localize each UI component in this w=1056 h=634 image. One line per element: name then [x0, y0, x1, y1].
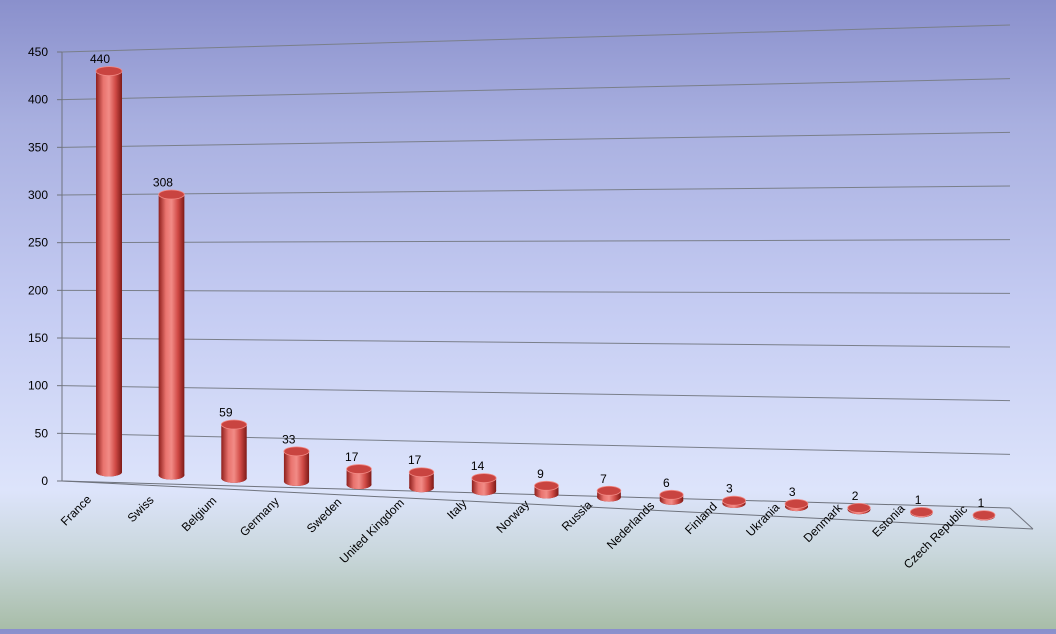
bar-belgium	[220, 419, 248, 483]
x-tick-label: Belgium	[179, 494, 220, 535]
bar-germany	[283, 446, 310, 486]
y-tick-label: 250	[28, 236, 48, 250]
bars	[95, 66, 996, 521]
y-tick-label: 400	[28, 93, 48, 107]
data-label: 1	[915, 493, 922, 507]
data-label: 1	[978, 496, 985, 510]
bar-sweden	[346, 464, 372, 490]
x-tick-label: Finland	[682, 499, 720, 537]
bar-italy	[471, 473, 497, 496]
gridline	[61, 185, 1011, 196]
data-label: 14	[471, 459, 485, 473]
data-label: 2	[852, 489, 859, 503]
y-tick-label: 150	[28, 331, 48, 345]
bar-top	[158, 189, 185, 200]
bar-top	[471, 473, 497, 484]
bar-norway	[534, 480, 559, 499]
floor-front-edge	[61, 480, 1034, 530]
data-label: 7	[600, 472, 607, 486]
bar-top	[408, 467, 435, 478]
bar-base-front	[283, 476, 310, 486]
x-tick-label: United Kingdom	[337, 496, 407, 566]
bar-base-front	[96, 467, 122, 477]
bar-top	[95, 66, 123, 77]
bar-finland	[722, 495, 746, 508]
bar-top	[784, 498, 809, 509]
data-label: 3	[789, 485, 796, 499]
bar-nederlands	[659, 489, 684, 505]
bar-base-front	[471, 486, 497, 496]
gridline	[61, 432, 1011, 455]
bar-top	[909, 507, 934, 517]
y-tick-label: 50	[35, 426, 49, 440]
y-tick-label: 100	[28, 379, 48, 393]
x-tick-label: Nederlands	[604, 499, 657, 552]
bar-top	[847, 502, 871, 513]
bar-top	[346, 464, 372, 474]
gridline	[61, 239, 1011, 244]
data-label: 17	[345, 450, 359, 464]
x-tick-label: Swiss	[125, 493, 157, 525]
x-tick-label: Sweden	[304, 495, 345, 536]
data-label: 33	[282, 432, 296, 446]
gridline	[61, 385, 1011, 402]
bar-france	[95, 66, 123, 477]
gridline	[61, 289, 1011, 294]
y-tick-label: 200	[28, 283, 48, 297]
bar-estonia	[909, 507, 934, 518]
data-label: 3	[726, 482, 733, 496]
bar-top	[972, 510, 996, 520]
bar-top	[596, 485, 622, 496]
data-label: 9	[537, 467, 544, 481]
bar-body	[158, 194, 185, 476]
bar-top	[722, 495, 746, 506]
bar-czech-republic	[972, 510, 996, 521]
gridlines	[61, 24, 1011, 455]
bar-base-front	[221, 473, 247, 483]
data-label: 440	[90, 52, 110, 66]
data-label: 59	[219, 406, 233, 420]
bar-top	[220, 419, 248, 430]
x-tick-label: France	[58, 492, 95, 529]
bar-top	[659, 489, 684, 500]
x-tick-label: Ukrania	[743, 500, 782, 539]
bar-top	[283, 446, 310, 457]
data-label: 6	[663, 476, 670, 490]
data-label: 17	[408, 453, 422, 467]
y-tick-label: 350	[28, 140, 48, 154]
x-tick-label: Germany	[237, 494, 282, 539]
gridline	[61, 131, 1011, 148]
bar-denmark	[847, 502, 871, 515]
y-tick-label: 300	[28, 188, 48, 202]
data-label: 308	[153, 176, 173, 190]
floor-side-edge	[1009, 507, 1034, 530]
x-tick-label: Russia	[559, 498, 595, 534]
bar-russia	[596, 485, 622, 502]
bar-ukrania	[784, 498, 809, 512]
gridline	[61, 337, 1011, 348]
gridline	[61, 78, 1011, 101]
bar-base-front	[158, 470, 185, 480]
gridline	[61, 24, 1011, 53]
bar-swiss	[158, 189, 185, 480]
bar-base-front	[346, 480, 372, 490]
y-tick-label: 0	[41, 474, 48, 488]
bar-body	[283, 451, 310, 482]
bar-base-front	[534, 489, 559, 499]
y-tick-labels: 0 50 100 150 200 250 300 350 400 450	[28, 45, 62, 488]
bar-united-kingdom	[408, 467, 435, 493]
bar-top	[534, 480, 559, 491]
bar-body	[221, 424, 247, 479]
bar-base-front	[409, 483, 434, 493]
y-tick-label: 450	[28, 45, 48, 59]
bar-body	[96, 71, 122, 472]
x-tick-label: Estonia	[869, 501, 907, 539]
